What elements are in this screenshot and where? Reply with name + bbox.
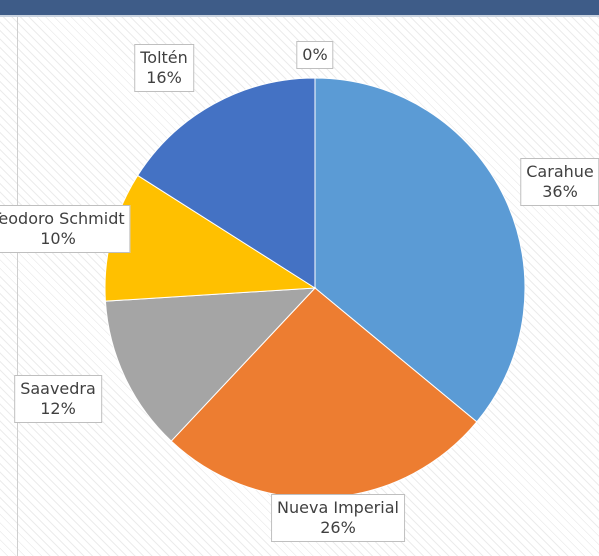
- value-label: 16%: [146, 68, 182, 87]
- title-bar: [0, 0, 599, 17]
- category-label: Carahue: [526, 162, 594, 181]
- border: [17, 17, 18, 556]
- data-label: Carahue 36%: [520, 158, 599, 206]
- data-label: Saavedra 12%: [14, 375, 102, 423]
- data-label: Nueva Imperial 26%: [271, 494, 405, 542]
- pie-slice: [104, 287, 317, 442]
- data-label: Teodoro Schmidt 10%: [0, 205, 131, 253]
- pie-slice: [137, 77, 316, 289]
- value-label: 12%: [40, 399, 76, 418]
- data-label: Toltén 16%: [134, 44, 194, 92]
- value-label: 0%: [302, 45, 328, 64]
- data-label: 0%: [296, 41, 334, 69]
- category-label: Toltén: [140, 48, 188, 67]
- value-label: 26%: [320, 518, 356, 537]
- pie-slice: [314, 77, 526, 423]
- value-label: 10%: [40, 229, 76, 248]
- category-label: Saavedra: [20, 379, 96, 398]
- category-label: Nueva Imperial: [277, 498, 399, 517]
- category-label: Teodoro Schmidt: [0, 209, 125, 228]
- value-label: 36%: [542, 182, 578, 201]
